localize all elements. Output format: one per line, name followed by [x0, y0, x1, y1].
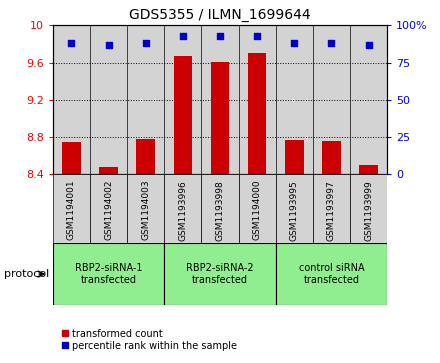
Bar [350, 174, 387, 243]
Bar [238, 25, 276, 174]
Point [328, 40, 335, 46]
Bar [276, 243, 387, 305]
Text: GSM1194003: GSM1194003 [141, 180, 150, 240]
Bar [313, 25, 350, 174]
Bar [211, 62, 229, 174]
Text: GSM1193995: GSM1193995 [290, 180, 299, 241]
Text: GSM1194000: GSM1194000 [253, 180, 262, 240]
Bar [136, 139, 155, 174]
Bar [164, 174, 202, 243]
Bar [90, 25, 127, 174]
Text: RBP2-siRNA-1
transfected: RBP2-siRNA-1 transfected [75, 263, 142, 285]
Point [365, 42, 372, 48]
Bar [350, 25, 387, 174]
Point [216, 33, 224, 39]
Point [68, 40, 75, 46]
Text: RBP2-siRNA-2
transfected: RBP2-siRNA-2 transfected [186, 263, 254, 285]
Bar [248, 53, 267, 174]
Text: protocol: protocol [4, 269, 50, 279]
Bar [62, 142, 81, 174]
Bar [238, 174, 276, 243]
Bar [164, 25, 202, 174]
Text: control siRNA
transfected: control siRNA transfected [299, 263, 364, 285]
Bar [53, 174, 90, 243]
Bar [173, 56, 192, 174]
Bar [53, 25, 90, 174]
Text: GSM1193998: GSM1193998 [216, 180, 224, 241]
Bar [90, 174, 127, 243]
Title: GDS5355 / ILMN_1699644: GDS5355 / ILMN_1699644 [129, 8, 311, 22]
Bar [164, 243, 276, 305]
Bar [202, 174, 238, 243]
Bar [322, 141, 341, 174]
Bar [359, 165, 378, 174]
Point [253, 33, 260, 39]
Point [180, 33, 187, 39]
Text: GSM1193999: GSM1193999 [364, 180, 373, 241]
Text: GSM1194001: GSM1194001 [67, 180, 76, 240]
Bar [285, 140, 304, 174]
Text: GSM1193996: GSM1193996 [178, 180, 187, 241]
Point [105, 42, 112, 48]
Point [291, 40, 298, 46]
Text: GSM1194002: GSM1194002 [104, 180, 113, 240]
Bar [53, 243, 164, 305]
Bar [127, 174, 164, 243]
Text: GSM1193997: GSM1193997 [327, 180, 336, 241]
Bar [127, 25, 164, 174]
Point [142, 40, 149, 46]
Bar [276, 174, 313, 243]
Bar [276, 25, 313, 174]
Bar [313, 174, 350, 243]
Bar [99, 167, 118, 174]
Legend: transformed count, percentile rank within the sample: transformed count, percentile rank withi… [58, 325, 241, 355]
Bar [202, 25, 238, 174]
